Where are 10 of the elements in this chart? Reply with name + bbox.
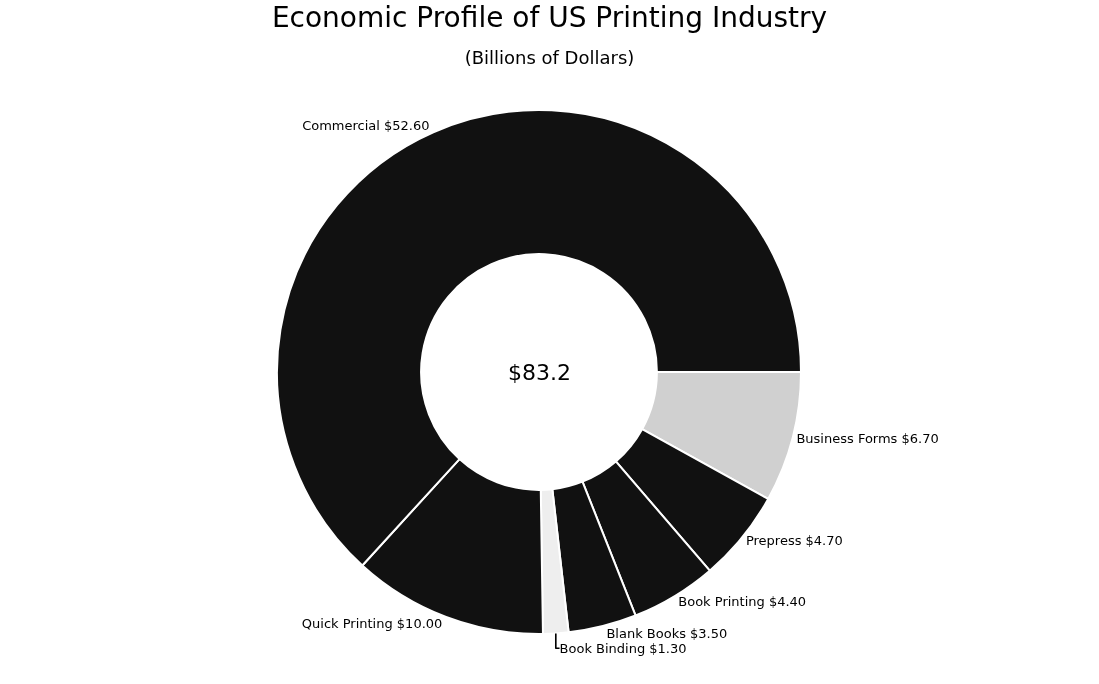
text: $83.2	[508, 360, 571, 385]
slice-label: Quick Printing $10.00	[301, 616, 443, 632]
slice-label: Business Forms $6.70	[796, 430, 939, 446]
chart-subtitle: (Billions of Dollars)	[464, 46, 635, 68]
slice-label: Book Binding $1.30	[559, 640, 687, 656]
slice-label: Commercial $52.60	[302, 118, 430, 134]
chart-title: Economic Profile of US Printing Industry	[271, 1, 828, 35]
slice-label: Blank Books $3.50	[606, 625, 728, 641]
slice-label: Prepress $4.70	[745, 532, 843, 548]
slice-label: Book Printing $4.40	[678, 594, 807, 610]
